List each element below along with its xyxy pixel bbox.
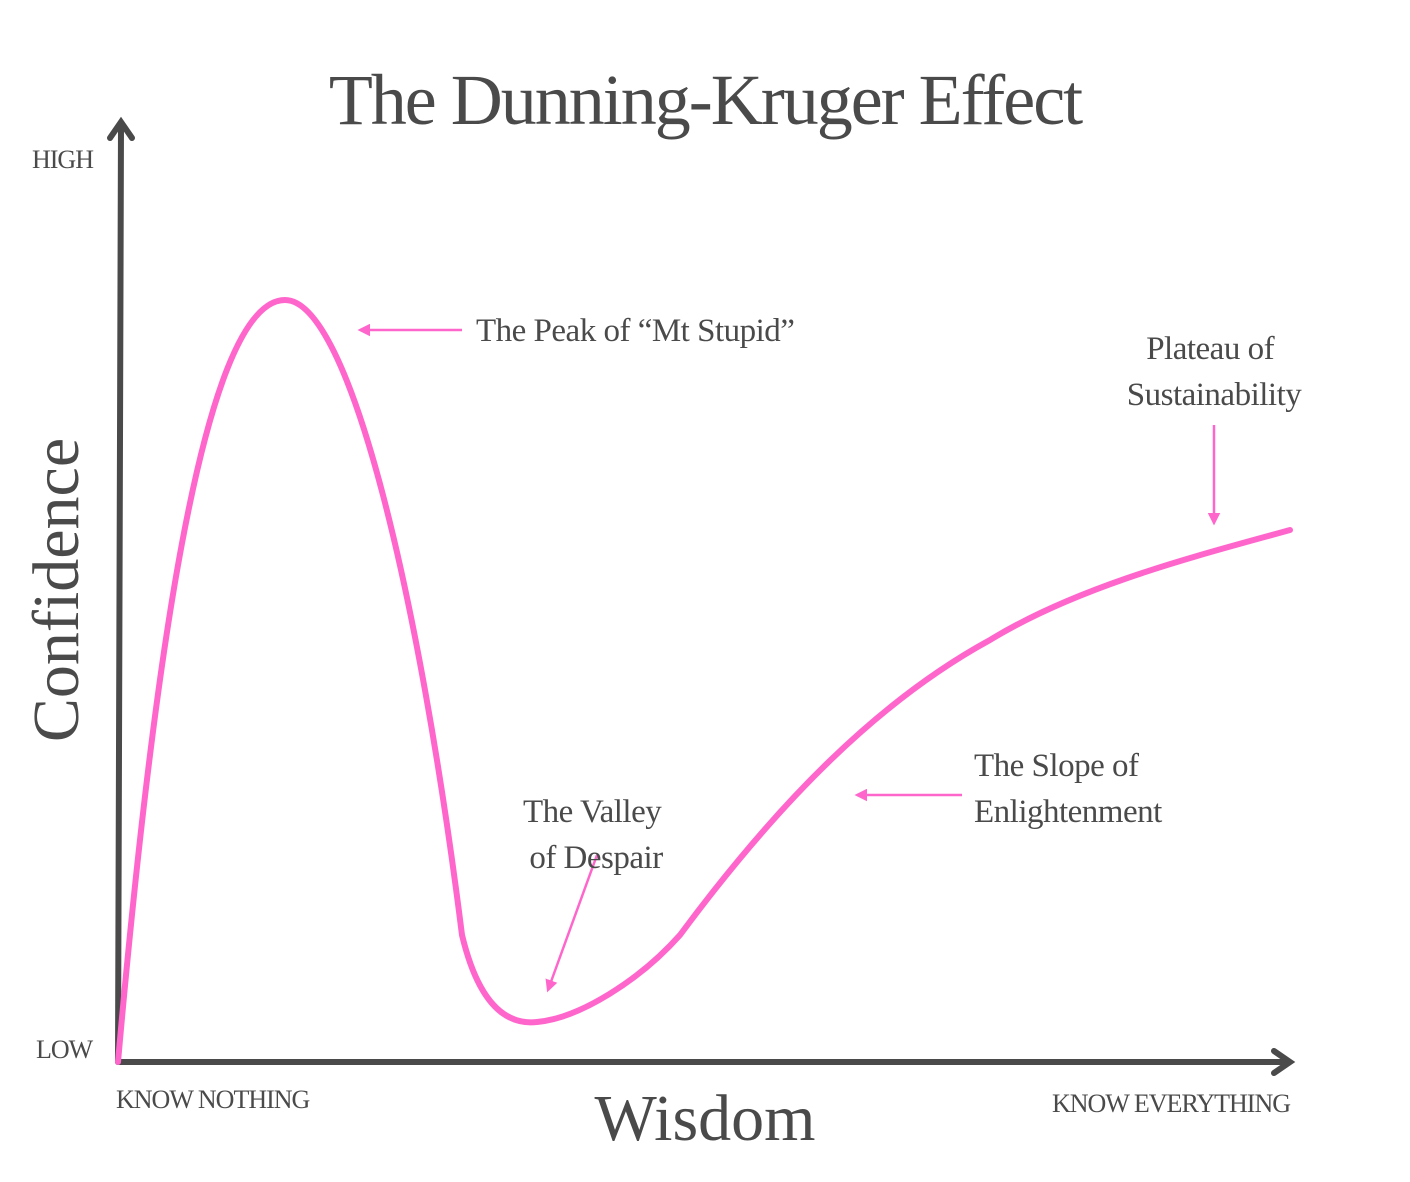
annotation-line: The Valley	[523, 794, 662, 830]
y-low: LOW	[36, 1035, 94, 1064]
x-start: KNOW NOTHING	[116, 1085, 310, 1114]
annotation-line: Plateau of	[1146, 331, 1274, 367]
title: The Dunning-Kruger Effect	[329, 60, 1083, 140]
y-axis	[115, 121, 124, 1065]
arrow	[545, 854, 599, 993]
y-high: HIGH	[32, 145, 94, 174]
annotation: The Valley of Despair	[523, 794, 669, 876]
annotation-line: Enlightenment	[974, 794, 1162, 830]
annotation-line: of Despair	[529, 840, 663, 876]
y-arrow	[107, 116, 135, 141]
annotation: The Slope of Enlightenment	[974, 748, 1162, 830]
annotation-line: The Peak of “Mt Stupid”	[476, 313, 794, 349]
y-label: Confidence	[20, 438, 93, 742]
x-end: KNOW EVERYTHING	[1052, 1089, 1290, 1118]
annotation: Plateau of Sustainability	[1127, 331, 1303, 413]
x-arrow	[1271, 1048, 1296, 1076]
x-label: Wisdom	[594, 1082, 815, 1155]
annotation: The Peak of “Mt Stupid”	[476, 313, 794, 349]
curve	[115, 296, 1293, 1065]
annotation-line: Sustainability	[1127, 377, 1303, 413]
annotation-line: The Slope of	[974, 748, 1139, 784]
